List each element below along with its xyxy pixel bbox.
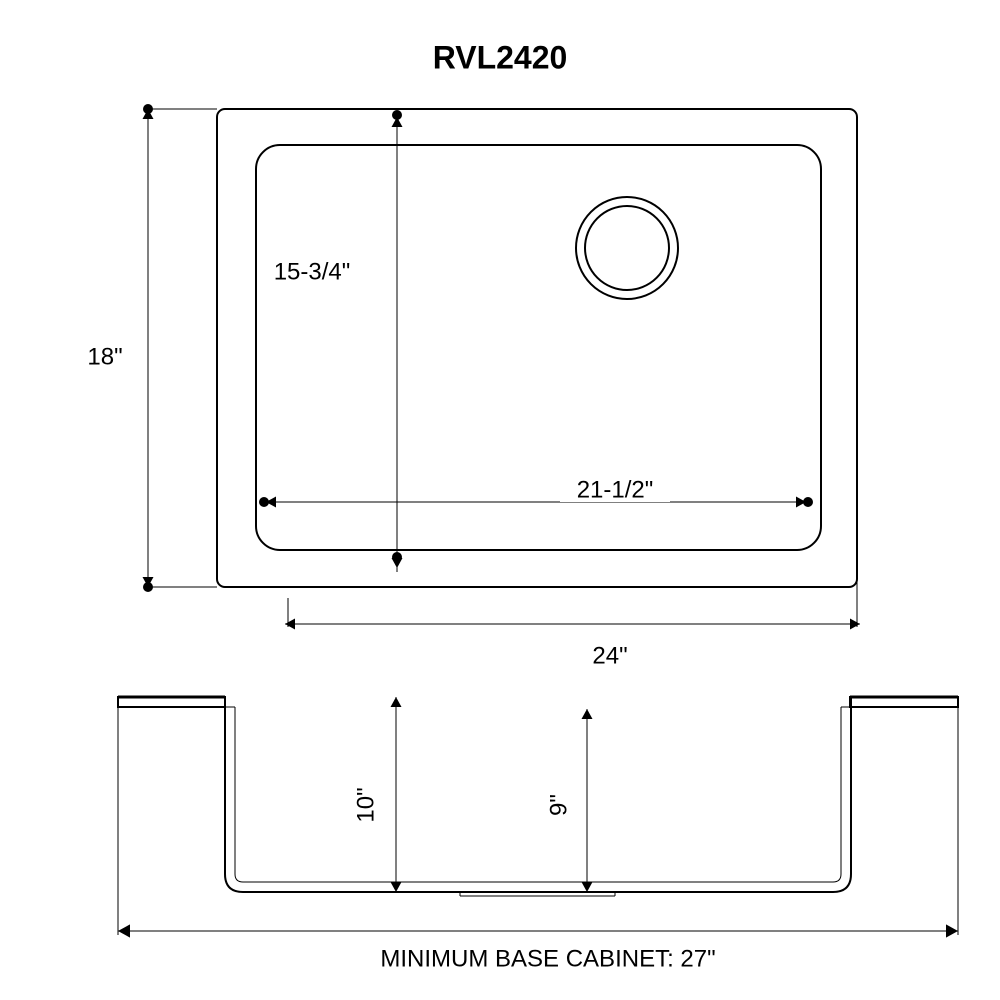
dimension-outer-width: 24" xyxy=(592,642,627,669)
dimension-outer-height: 18" xyxy=(87,343,122,370)
product-title: RVL2420 xyxy=(433,39,568,75)
dimension-inner-height: 15-3/4" xyxy=(274,258,351,285)
dimension-depth-inner: 9" xyxy=(545,794,572,816)
dimension-inner-width: 21-1/2" xyxy=(577,476,654,503)
dimension-depth-outer: 10" xyxy=(352,787,379,822)
dimension-cabinet-min: MINIMUM BASE CABINET: 27" xyxy=(380,945,715,972)
